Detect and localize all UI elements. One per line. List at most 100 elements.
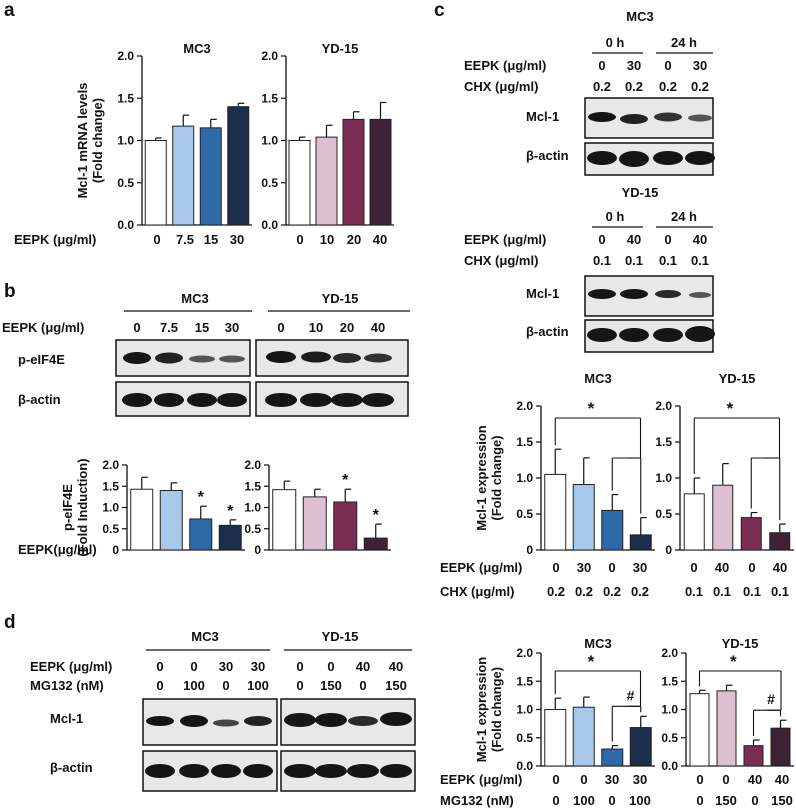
y-tick-label-a1: 1.5	[117, 91, 134, 105]
bar-a1-1	[172, 125, 195, 226]
b-blot-actin-yd15	[255, 381, 409, 417]
bar-c1-1	[572, 483, 595, 551]
d-chart-yd15-eepk-1: 0	[722, 772, 729, 787]
bar-d1-2	[601, 748, 624, 767]
y-tick-label-a1: 2.0	[117, 49, 134, 63]
y-tick-label-d1: 1.5	[516, 674, 533, 688]
significance-mark-b2: *	[342, 472, 349, 489]
d-mc3-mg-2: 0	[222, 678, 229, 693]
panel-letter-b: b	[4, 281, 16, 302]
y-tick-label-d2: 0.0	[661, 759, 678, 773]
a-mc3-dose-2: 15	[204, 232, 218, 247]
bar-a2-1	[315, 136, 338, 226]
y-tick-label-a2: 1.5	[261, 91, 278, 105]
d-mc3-mg-0: 0	[156, 678, 163, 693]
bar-d1-1	[572, 706, 595, 767]
d-mc3-eepk-0: 0	[156, 659, 163, 674]
c-mc3-chx-3: 0.2	[691, 79, 709, 94]
bracket-label-d2: *	[730, 652, 737, 671]
y-tick-label-d2: 1.5	[661, 674, 678, 688]
y-tick-label-d1: 0.5	[516, 731, 533, 745]
panel-letter-c: c	[434, 0, 445, 21]
chart-c1: 0 0.5 1.0 1.5 2.0 MC3 Mcl-1 expression (Fold ch…	[474, 371, 655, 557]
y-axis-label-d1: Mcl-1 expression	[474, 657, 489, 763]
y-tick-label-c1: 1.0	[516, 471, 533, 485]
bar-c2-0	[683, 493, 705, 551]
c-chart-yd15-eepk-2: 0	[748, 560, 755, 575]
d-mc3-title: MC3	[191, 629, 218, 644]
a-yd15-dose-0: 0	[296, 232, 303, 247]
bracket-label-d1: *	[588, 652, 595, 671]
bar-c2-1	[712, 484, 734, 551]
c-yd15-eepk-3: 40	[693, 232, 707, 247]
c-yd15-blot-label-actin: β-actin	[526, 324, 569, 339]
d-chart-mg132-label: MG132 (nM)	[440, 793, 514, 808]
y-tick-label-d2: 0.5	[661, 731, 678, 745]
c-mc3-time-0: 0 h	[606, 35, 625, 50]
c-mc3-eepk-1: 30	[627, 58, 641, 73]
c-mc3-blot-label-mcl1: Mcl-1	[526, 109, 559, 124]
c-yd15-eepk-1: 40	[627, 232, 641, 247]
y-tick-label-d2: 1.0	[661, 703, 678, 717]
c-chart-yd15-eepk-1: 40	[715, 560, 729, 575]
c-yd15-blot-label-mcl1: Mcl-1	[526, 286, 559, 301]
significance-mark-b2: *	[373, 507, 380, 524]
d-blot-label-actin: β-actin	[50, 760, 93, 775]
c-chart-yd15-eepk-3: 40	[773, 560, 787, 575]
y-tick-label-b2: 2.0	[244, 458, 261, 472]
c-yd15-blot-mcl1	[584, 275, 714, 317]
b-blot-peif4e-mc3	[115, 339, 251, 377]
y-tick-label-c1: 2.0	[516, 399, 533, 413]
c-chart-yd15-chx-2: 0.1	[743, 584, 761, 599]
a-mc3-dose-1: 7.5	[176, 232, 194, 247]
y-tick-label-d1: 2.0	[516, 646, 533, 660]
bar-a1-3	[227, 106, 250, 226]
bar-b1-2	[189, 518, 213, 551]
b-blot-label-peif4e: p-eIF4E	[18, 352, 65, 367]
d-chart-yd15-mg-0: 0	[696, 793, 703, 808]
b-blot-actin-mc3	[115, 381, 251, 417]
d-mc3-eepk-3: 30	[251, 659, 265, 674]
c-yd15-time-1: 24 h	[671, 209, 697, 224]
b-blot-label-actin: β-actin	[18, 392, 61, 407]
b-yd15-dose-1: 10	[309, 320, 323, 335]
c-mc3-eepk-2: 0	[664, 58, 671, 73]
y-tick-label-c1: 0	[526, 543, 533, 557]
y-tick-label-b1: 2.0	[102, 458, 119, 472]
y-tick-label-b2: 1.0	[244, 501, 261, 515]
c-yd15-title: YD-15	[622, 185, 659, 200]
bar-a1-2	[199, 127, 222, 226]
c-yd15-chx-label: CHX (μg/ml)	[464, 253, 538, 268]
chart-title-c2: YD-15	[719, 371, 756, 386]
d-chart-mc3-mg-0: 0	[552, 793, 559, 808]
chart-title-a1: MC3	[183, 41, 210, 56]
c-chart-mc3-eepk-3: 30	[633, 560, 647, 575]
a-yd15-dose-2: 20	[347, 232, 361, 247]
b-blot-peif4e-yd15	[255, 339, 409, 377]
c-yd15-blot-actin	[584, 319, 715, 353]
y-tick-label-a1: 1.0	[117, 134, 134, 148]
y-tick-label-b1: 1.5	[102, 479, 119, 493]
panel-letter-d: d	[4, 612, 16, 633]
y-tick-label-d1: 1.0	[516, 703, 533, 717]
d-yd15-mg-2: 0	[359, 678, 366, 693]
chart-d1: 0.0 0.5 1.0 1.5 2.0 MC3 Mcl-1 expression (Fold …	[474, 636, 655, 773]
c-chart-yd15-chx-3: 0.1	[771, 584, 789, 599]
b-yd15-dose-3: 40	[371, 320, 385, 335]
c-mc3-eepk-0: 0	[598, 58, 605, 73]
d-chart-mc3-eepk-3: 30	[633, 772, 647, 787]
d-chart-mc3-eepk-0: 0	[552, 772, 559, 787]
d-mc3-eepk-2: 30	[219, 659, 233, 674]
bar-d2-0	[689, 693, 710, 767]
chart-title-d2: YD-15	[722, 636, 759, 651]
y-tick-label-d2: 2.0	[661, 646, 678, 660]
d-chart-mc3-eepk-1: 0	[580, 772, 587, 787]
c-yd15-eepk-label: EEPK (μg/ml)	[464, 232, 546, 247]
bar-b1-0	[130, 488, 154, 551]
d-mg132-label: MG132 (nM)	[30, 678, 104, 693]
bar-a2-0	[288, 140, 311, 226]
bar-b2-3	[363, 537, 388, 551]
bracket2-label-d2: #	[767, 691, 775, 707]
d-yd15-eepk-2: 40	[356, 659, 370, 674]
d-yd15-title: YD-15	[322, 629, 359, 644]
